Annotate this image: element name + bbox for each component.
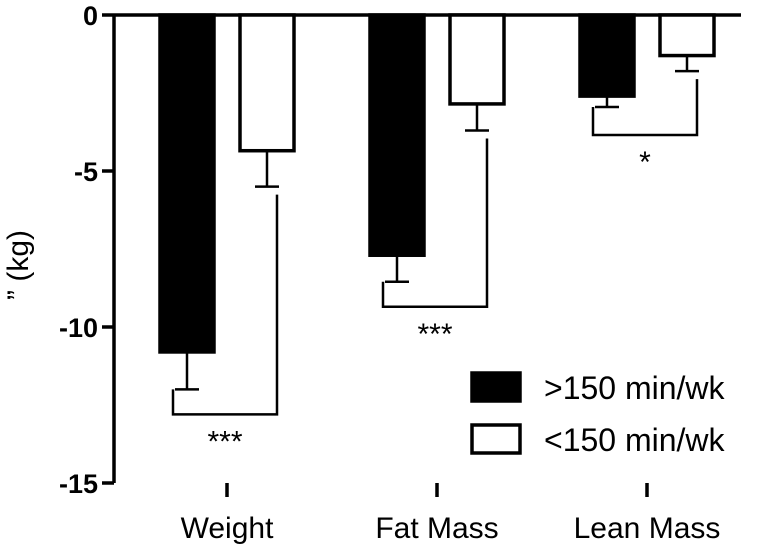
significance-bracket — [381, 138, 489, 309]
bar — [158, 13, 216, 354]
significance-label: * — [639, 146, 651, 179]
bar — [578, 13, 636, 98]
legend-swatch — [470, 423, 522, 455]
bars — [158, 13, 716, 354]
bar — [658, 13, 716, 58]
x-category-label: Fat Mass — [375, 512, 498, 545]
significance-brackets: ******* — [171, 79, 699, 458]
y-tick-label: 0 — [83, 1, 98, 31]
bar — [448, 13, 506, 106]
y-axis-label: ” (kg) — [2, 230, 35, 300]
bar — [238, 13, 296, 153]
y-tick-label: -5 — [74, 157, 98, 187]
significance-bracket — [591, 79, 699, 137]
y-tick-label: -15 — [59, 469, 98, 499]
x-category-label: Lean Mass — [574, 512, 721, 545]
bar — [368, 13, 426, 257]
significance-bracket — [171, 194, 279, 416]
significance-label: *** — [417, 318, 452, 351]
legend-label: >150 min/wk — [544, 370, 726, 406]
y-tick-label: -10 — [59, 313, 98, 343]
significance-label: *** — [207, 425, 242, 458]
legend: >150 min/wk <150 min/wk — [470, 370, 726, 458]
legend-label: <150 min/wk — [544, 422, 726, 458]
legend-swatch — [470, 371, 522, 403]
error-bars — [175, 55, 699, 391]
axes: 0 -5 -10 -15 Weight Fat Mass Lean Mass — [59, 1, 741, 545]
x-category-label: Weight — [181, 512, 274, 545]
